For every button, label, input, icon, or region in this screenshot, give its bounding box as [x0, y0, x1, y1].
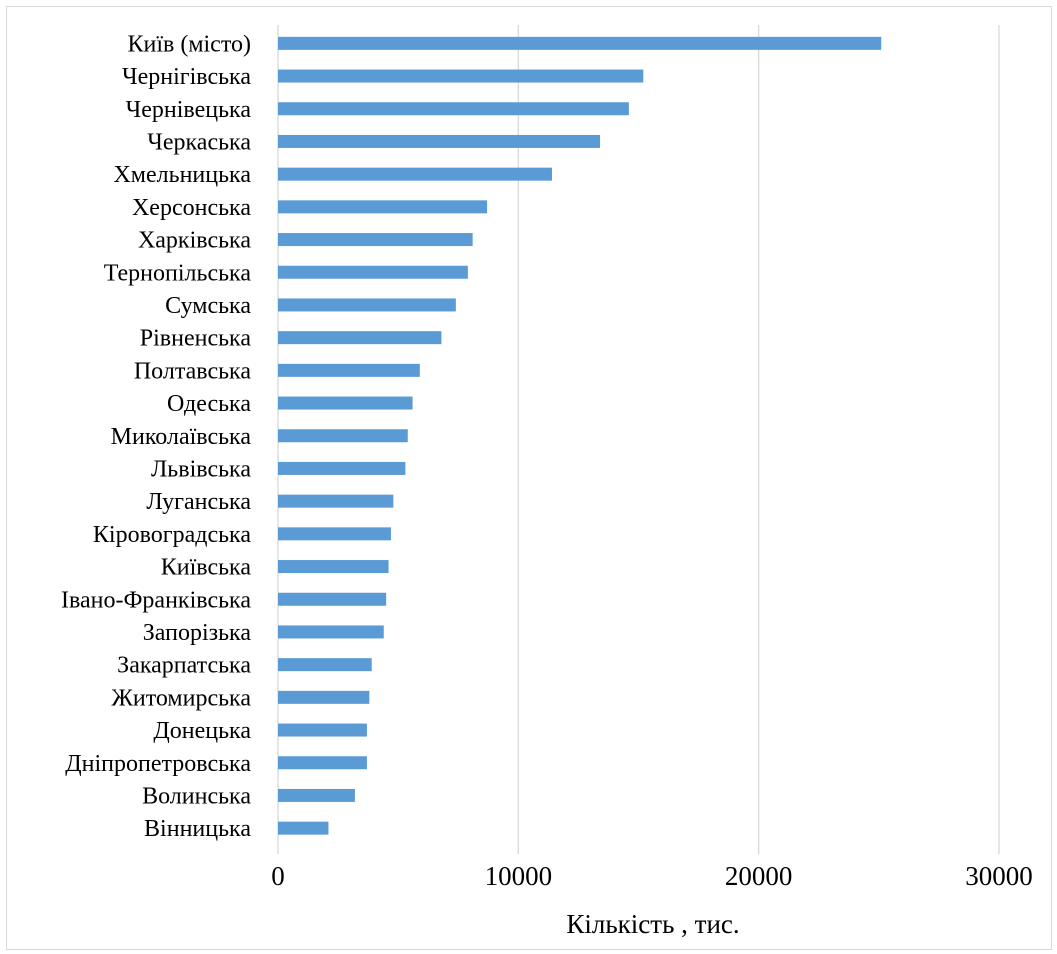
category-label: Київ (місто) [127, 31, 251, 57]
category-label: Дніпропетровська [65, 751, 251, 777]
category-label: Сумська [165, 293, 251, 319]
category-label: Івано-Франківська [61, 587, 251, 613]
x-tick-label: 30000 [965, 861, 1033, 891]
category-label: Кіровоградська [93, 522, 251, 548]
bar [278, 429, 408, 443]
x-tick-label: 10000 [485, 861, 553, 891]
bar-chart: Київ (місто) Чернігівська Чернівецька Черка… [61, 25, 1033, 939]
bar [278, 331, 442, 345]
category-label: Львівська [151, 456, 251, 482]
bar [278, 592, 387, 606]
chart-frame: Київ (місто) Чернігівська Чернівецька Черка… [6, 6, 1052, 950]
category-label: Херсонська [132, 195, 251, 221]
bar [278, 756, 367, 770]
category-label: Вінницька [144, 816, 251, 842]
bar [278, 167, 552, 181]
category-labels: Київ (місто) Чернігівська Чернівецька Черка… [61, 31, 251, 842]
bar [278, 690, 370, 704]
category-label: Закарпатська [117, 653, 251, 679]
category-label: Миколаївська [111, 424, 252, 450]
bar [278, 723, 367, 737]
bar [278, 396, 413, 410]
bar [278, 625, 384, 639]
bar [278, 494, 394, 508]
x-tick-label: 20000 [725, 861, 793, 891]
bar [278, 36, 882, 50]
category-label: Черкаська [147, 129, 251, 155]
bar [278, 527, 391, 541]
bar [278, 200, 488, 214]
x-tick-labels: 0 10000 20000 30000 [271, 861, 1033, 891]
bar [278, 821, 329, 835]
category-label: Волинська [142, 783, 251, 809]
bars [278, 36, 882, 835]
category-label: Житомирська [111, 685, 251, 711]
x-tick-label: 0 [271, 861, 285, 891]
bar [278, 298, 456, 312]
bar [278, 233, 473, 247]
category-label: Чернігівська [122, 64, 251, 90]
bar [278, 658, 372, 672]
bar [278, 788, 355, 802]
category-label: Одеська [167, 391, 251, 417]
category-label: Донецька [153, 718, 251, 744]
bar [278, 102, 629, 116]
category-label: Харківська [138, 228, 251, 254]
bar [278, 363, 420, 377]
bar [278, 461, 406, 475]
category-label: Тернопільська [104, 260, 252, 286]
x-axis-title: Кількість , тис. [566, 909, 739, 939]
category-label: Полтавська [134, 358, 252, 384]
category-label: Луганська [146, 489, 251, 515]
category-label: Запорізька [143, 620, 252, 646]
bar [278, 265, 468, 279]
category-label: Київська [161, 555, 252, 581]
bar [278, 69, 644, 83]
category-label: Хмельницька [113, 162, 251, 188]
category-label: Рівненська [140, 326, 252, 352]
bar [278, 134, 601, 148]
bar [278, 560, 389, 574]
category-label: Чернівецька [126, 97, 252, 123]
